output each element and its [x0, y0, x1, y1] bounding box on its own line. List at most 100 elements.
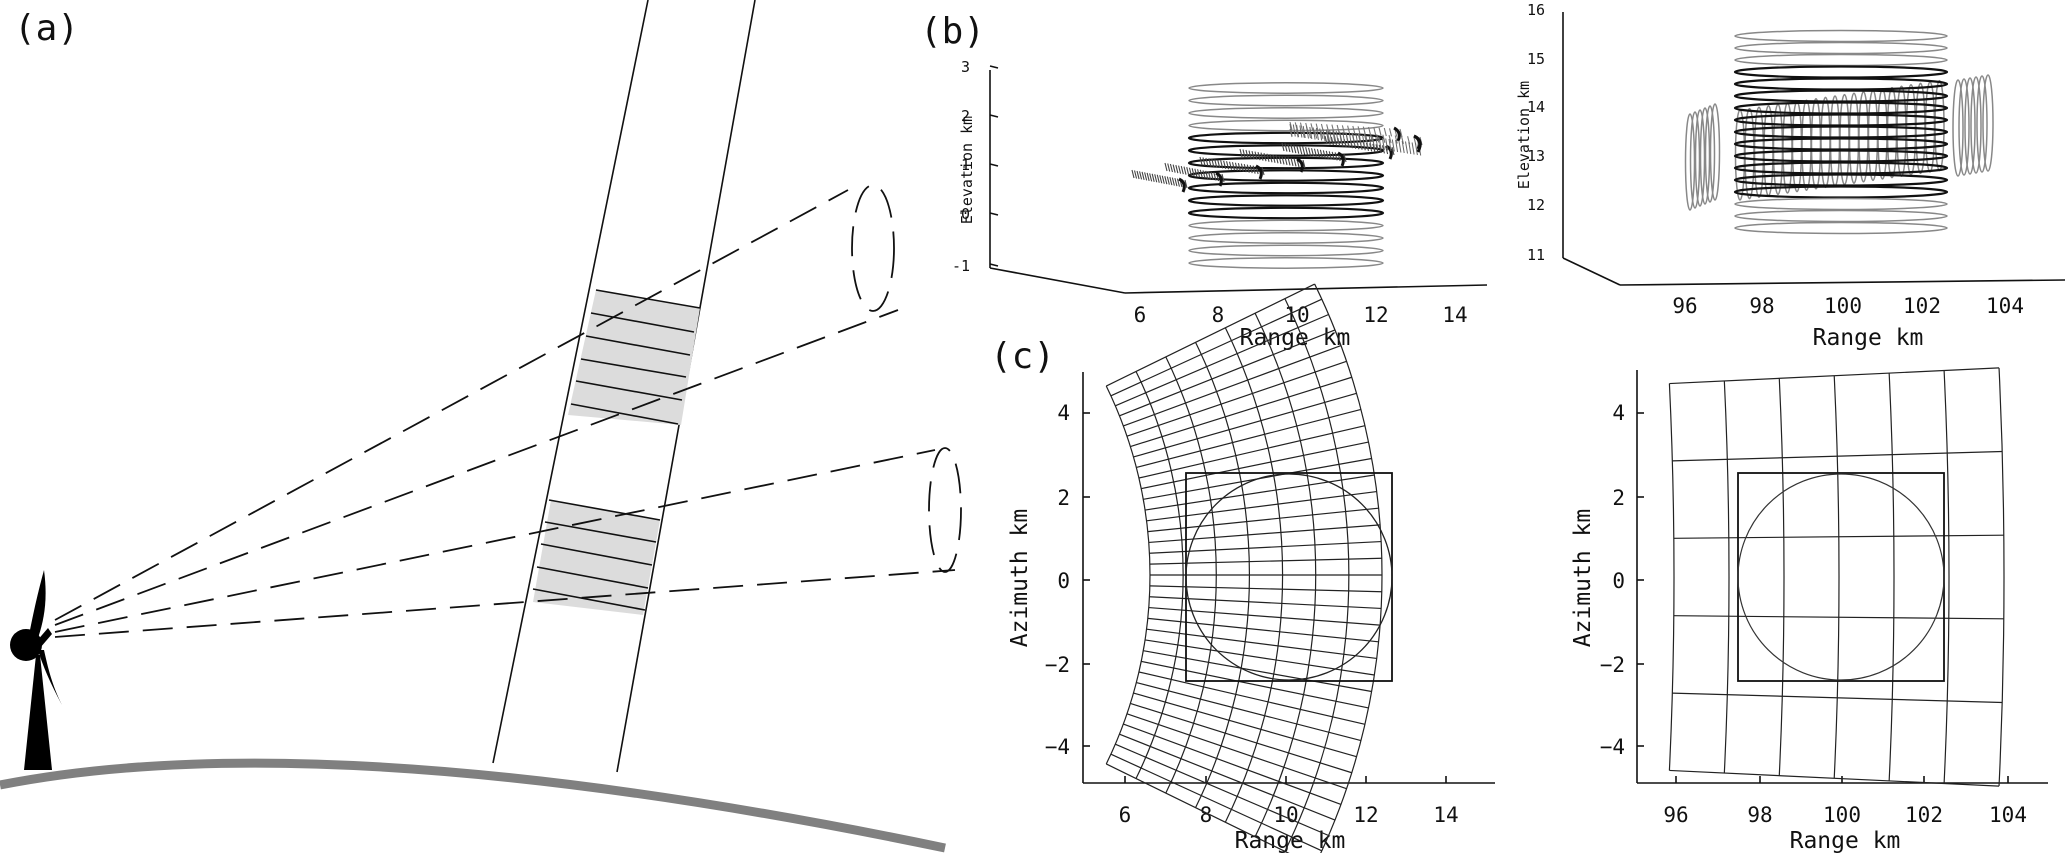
beam-ellipse	[1699, 107, 1711, 205]
beam-stroke	[1202, 157, 1206, 166]
beam-stroke	[1228, 161, 1233, 170]
beam-stroke	[1362, 134, 1366, 148]
panel-b-left-plot: 3 2 1 0 -1 Elevation km 6 8 10 12 14 Ran…	[952, 58, 1488, 351]
polar-grid	[1668, 367, 2005, 787]
beam-sweep	[1131, 169, 1188, 193]
beam-stroke	[1174, 177, 1178, 187]
depth-axis	[1562, 257, 1621, 286]
y-axis-title: Elevation km	[1515, 81, 1533, 189]
x-tick: 6	[1119, 803, 1132, 827]
beam-sweep	[1239, 148, 1306, 173]
upper-beam	[54, 184, 899, 626]
beam-stroke	[1237, 163, 1241, 172]
beam-stroke	[1289, 123, 1293, 137]
beam-stroke	[1293, 158, 1297, 167]
y-tick: 2	[1612, 486, 1625, 510]
azimuth-ray	[1141, 441, 1369, 490]
beam-stroke	[1325, 150, 1329, 159]
beam-stroke	[1301, 129, 1305, 138]
beam-stroke	[1373, 127, 1377, 136]
azimuth-ray	[1141, 660, 1369, 709]
y-axis-title: Elevation km	[958, 116, 976, 224]
beam-stroke	[1308, 147, 1312, 156]
beam-ellipse	[1964, 77, 1976, 175]
earth-surface	[0, 758, 946, 853]
gate-line	[536, 566, 649, 589]
y-axis-title: Azimuth km	[1570, 509, 1596, 647]
beam-stroke	[1328, 151, 1332, 160]
volume-ring	[1188, 257, 1384, 269]
panel-b-right-plot: 16 15 14 13 12 11 Elevation km 96 98 100…	[1515, 1, 2066, 351]
x-tick: 96	[1663, 803, 1688, 827]
azimuth-ray	[1149, 557, 1382, 565]
beam-stroke	[1326, 124, 1330, 133]
y-tick: 2	[961, 107, 970, 125]
volume-ring	[1187, 156, 1385, 170]
beam-stroke	[1159, 175, 1163, 184]
beam-end	[1178, 177, 1186, 193]
beam-stroke	[1343, 153, 1347, 163]
volume-ring	[1734, 53, 1948, 67]
beam-stroke	[1399, 128, 1403, 138]
beam-stroke	[1199, 169, 1203, 178]
beam-stroke	[1284, 143, 1288, 152]
azimuth-ray	[1130, 376, 1352, 448]
beam-stroke	[1315, 127, 1319, 141]
beam-stroke	[1357, 126, 1361, 135]
beam-stroke	[1257, 152, 1261, 161]
gate-line	[540, 543, 653, 566]
beam-stroke	[1369, 133, 1374, 143]
beam-stroke	[1278, 155, 1282, 164]
volume-ring	[1734, 29, 1948, 43]
beam-stroke	[1242, 149, 1246, 158]
y-tick: 1	[961, 156, 970, 174]
range-arc	[1668, 383, 1675, 771]
beam-stroke	[1405, 141, 1408, 154]
azimuth-ray	[1133, 392, 1357, 458]
gate-line	[590, 312, 695, 333]
beam-stroke	[1183, 166, 1187, 175]
x-tick: 98	[1747, 803, 1772, 827]
y-tick: 14	[1527, 98, 1545, 116]
lower-beam	[54, 447, 962, 638]
beam-ellipse	[1704, 105, 1716, 203]
beam-stroke	[1205, 157, 1209, 167]
beam-stroke	[1295, 129, 1299, 138]
x-tick: 102	[1905, 803, 1943, 827]
beam-stroke	[1287, 157, 1291, 166]
gate-line	[585, 335, 691, 356]
beam-stroke	[1172, 164, 1176, 173]
gate-line	[570, 403, 679, 425]
y-tick: 0	[1057, 569, 1070, 593]
beam-ellipse	[1952, 79, 1964, 177]
panel-a: (a)	[0, 0, 962, 853]
beam-stroke	[1315, 123, 1319, 132]
beam-stroke	[1385, 138, 1389, 151]
y-tick: -1	[952, 257, 970, 275]
volume-ring	[1733, 65, 1949, 79]
beam-sweep	[1289, 121, 1403, 142]
beam-stroke	[1275, 155, 1279, 164]
beam-stroke	[1133, 170, 1138, 179]
z-tick-mark	[989, 65, 999, 69]
z-tick-mark	[989, 163, 999, 167]
beam-stroke	[1263, 153, 1267, 162]
beam-stroke	[1205, 170, 1209, 179]
beam-stroke	[1213, 172, 1217, 181]
beam-stroke	[1411, 142, 1415, 155]
y-tick: 11	[1527, 246, 1545, 264]
beam-stroke	[1214, 159, 1218, 168]
volume-ring	[1188, 232, 1384, 244]
volume-ring	[1188, 219, 1384, 232]
beam-stroke	[1368, 135, 1372, 149]
range-arc	[1888, 373, 1895, 781]
azimuth-ray	[1123, 723, 1342, 805]
beam-end	[1215, 171, 1223, 187]
beam-stroke	[1284, 156, 1288, 165]
azimuth-ray	[1119, 329, 1336, 417]
beam-sweep	[1289, 123, 1422, 156]
z-tick-mark	[989, 263, 999, 267]
beam-stroke	[1154, 174, 1158, 183]
beam-stroke	[1378, 127, 1382, 136]
upper-gate-block	[568, 289, 701, 425]
